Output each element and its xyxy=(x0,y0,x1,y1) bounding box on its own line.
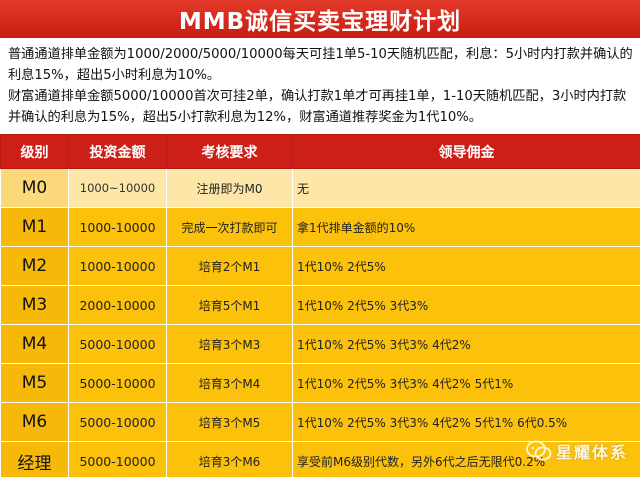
intro-paragraph-wealth-channel: 财富通道排单金额5000/10000首次可挂2单，确认打款1单才可再挂1单，1-… xyxy=(8,89,627,125)
page-title: MMB诚信买卖宝理财计划 xyxy=(178,9,462,35)
level-cell: M1 xyxy=(0,207,69,247)
requirement-cell: 培育3个M6 xyxy=(166,441,293,477)
table-row: M2 1000-10000 培育2个M1 1代10% 2代5% xyxy=(0,246,640,286)
column-header-level: 级别 xyxy=(0,134,69,169)
requirement-cell: 培育3个M4 xyxy=(166,363,293,403)
watermark: 星耀体系 xyxy=(526,439,628,463)
level-cell: M0 xyxy=(0,168,69,208)
amount-cell: 5000-10000 xyxy=(68,363,167,403)
table-row: M5 5000-10000 培育3个M4 1代10% 2代5% 3代3% 4代2… xyxy=(0,363,640,403)
commission-cell: 1代10% 2代5% 3代3% 4代2% xyxy=(292,324,640,364)
table-row: M0 1000~10000 注册即为M0 无 xyxy=(0,168,640,208)
column-header-amount: 投资金额 xyxy=(68,134,167,169)
commission-cell: 1代10% 2代5% 3代3% xyxy=(292,285,640,325)
requirement-cell: 培育3个M5 xyxy=(166,402,293,442)
table-row: 经理 5000-10000 培育3个M6 享受前M6级别代数，另外6代之后无限代… xyxy=(0,441,640,477)
commission-cell: 1代10% 2代5% 3代3% 4代2% 5代1% xyxy=(292,363,640,403)
level-cell: M4 xyxy=(0,324,69,364)
requirement-cell: 培育2个M1 xyxy=(166,246,293,286)
watermark-text: 星耀体系 xyxy=(555,443,628,462)
requirement-cell: 培育3个M3 xyxy=(166,324,293,364)
level-cell: M6 xyxy=(0,402,69,442)
requirement-cell: 完成一次打款即可 xyxy=(166,207,293,247)
amount-cell: 2000-10000 xyxy=(68,285,167,325)
title-banner: MMB诚信买卖宝理财计划 xyxy=(0,0,640,38)
table-row: M4 5000-10000 培育3个M3 1代10% 2代5% 3代3% 4代2… xyxy=(0,324,640,364)
amount-cell: 1000-10000 xyxy=(68,207,167,247)
amount-cell: 5000-10000 xyxy=(68,324,167,364)
commission-cell: 1代10% 2代5% xyxy=(292,246,640,286)
column-header-commission: 领导佣金 xyxy=(292,134,640,169)
intro-paragraph-normal-channel: 普通通道排单金额为1000/2000/5000/10000每天可挂1单5-10天… xyxy=(8,47,633,83)
level-cell: 经理 xyxy=(0,441,69,477)
intro-text: 普通通道排单金额为1000/2000/5000/10000每天可挂1单5-10天… xyxy=(8,44,634,128)
table-row: M1 1000-10000 完成一次打款即可 拿1代排单金额的10% xyxy=(0,207,640,247)
amount-cell: 1000-10000 xyxy=(68,246,167,286)
level-rules-table: 级别 投资金额 考核要求 领导佣金 M0 1000~10000 注册即为M0 无… xyxy=(0,134,640,477)
requirement-cell: 培育5个M1 xyxy=(166,285,293,325)
table-row: M3 2000-10000 培育5个M1 1代10% 2代5% 3代3% xyxy=(0,285,640,325)
table-header-row: 级别 投资金额 考核要求 领导佣金 xyxy=(0,134,640,169)
amount-cell: 5000-10000 xyxy=(68,402,167,442)
table-row: M6 5000-10000 培育3个M5 1代10% 2代5% 3代3% 4代2… xyxy=(0,402,640,442)
commission-cell: 享受前M6级别代数，另外6代之后无限代0.2% xyxy=(292,441,640,477)
level-cell: M2 xyxy=(0,246,69,286)
commission-cell: 1代10% 2代5% 3代3% 4代2% 5代1% 6代0.5% xyxy=(292,402,640,442)
level-cell: M3 xyxy=(0,285,69,325)
commission-cell: 无 xyxy=(292,168,640,208)
column-header-requirement: 考核要求 xyxy=(166,134,293,169)
commission-cell: 拿1代排单金额的10% xyxy=(292,207,640,247)
amount-cell: 5000-10000 xyxy=(68,441,167,477)
amount-cell: 1000~10000 xyxy=(68,168,167,208)
wechat-icon xyxy=(526,440,552,461)
requirement-cell: 注册即为M0 xyxy=(166,168,293,208)
level-cell: M5 xyxy=(0,363,69,403)
